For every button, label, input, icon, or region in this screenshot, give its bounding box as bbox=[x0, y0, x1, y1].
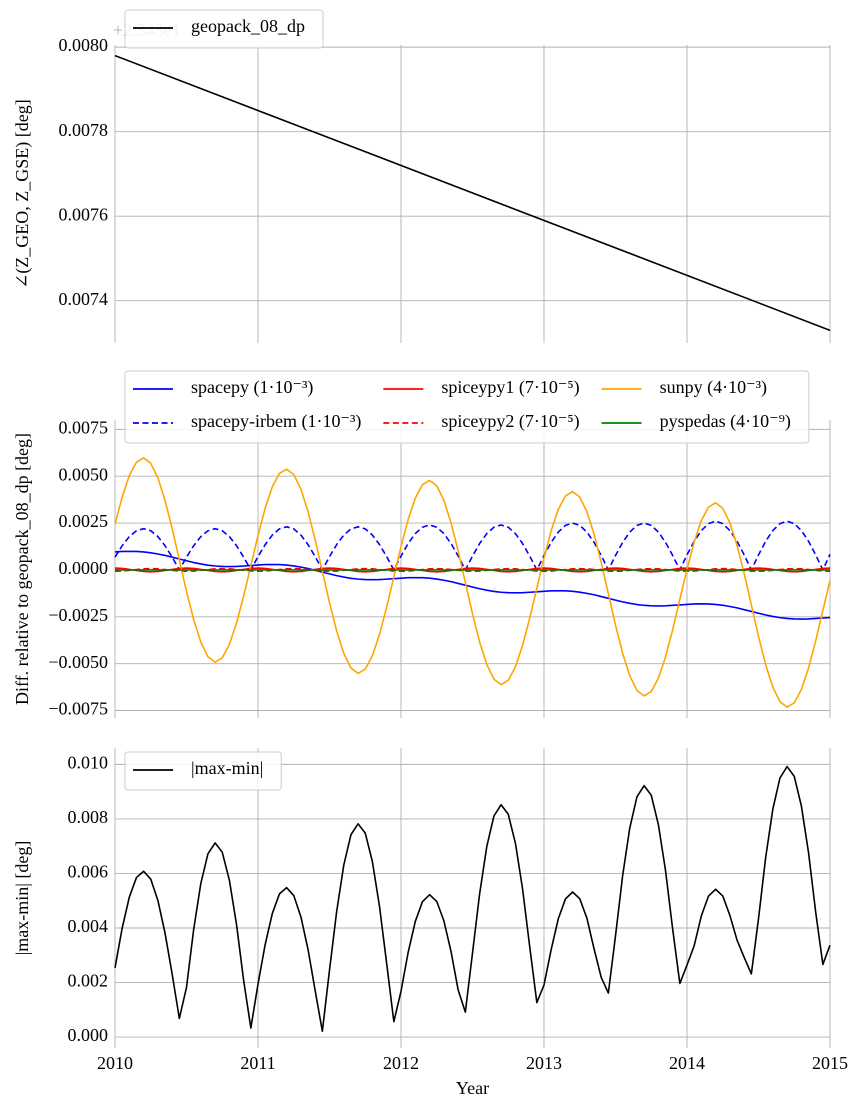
legend: geopack_08_dp bbox=[124, 9, 324, 49]
y-tick-label: 0.010 bbox=[68, 752, 109, 772]
legend-label: pyspedas (4·10⁻⁹) bbox=[660, 411, 791, 432]
legend-box bbox=[124, 751, 282, 791]
y-tick-label: −0.0075 bbox=[48, 699, 108, 719]
series-line bbox=[114, 520, 831, 571]
y-tick-label: 0.000 bbox=[68, 1025, 109, 1045]
y-axis-label: ∠(Z_GEO, Z_GSE) [deg] bbox=[12, 99, 33, 289]
legend: spacepy (1·10⁻³) spacepy-irbem (1·10⁻³) sp… bbox=[124, 370, 810, 444]
y-tick-label: 0.0075 bbox=[59, 417, 109, 437]
legend-label: spacepy-irbem (1·10⁻³) bbox=[191, 411, 361, 432]
legend-label: sunpy (4·10⁻³) bbox=[660, 377, 767, 398]
y-tick-label: −0.0050 bbox=[48, 652, 108, 672]
legend-label: |max-min| bbox=[191, 758, 263, 778]
panel: 2010 2011 2012 2013 2014 2015 0.000 0.002 0.004 0… bbox=[12, 748, 848, 1098]
legend-label: spiceypy2 (7·10⁻⁵) bbox=[441, 411, 579, 432]
x-tick-label: 2012 bbox=[383, 1053, 419, 1073]
x-tick-label: 2013 bbox=[526, 1053, 562, 1073]
y-axis-label: Diff. relative to geopack_08_dp [deg] bbox=[12, 433, 32, 705]
y-tick-label: 0.0080 bbox=[59, 35, 109, 55]
y-tick-label: 0.002 bbox=[68, 971, 109, 991]
y-tick-label: 0.008 bbox=[68, 807, 109, 827]
x-tick-label: 2011 bbox=[240, 1053, 275, 1073]
y-tick-label: 0.0074 bbox=[59, 289, 109, 309]
x-tick-label: 2010 bbox=[97, 1053, 133, 1073]
legend-box bbox=[124, 9, 324, 49]
series-line bbox=[114, 457, 831, 708]
series-line bbox=[114, 550, 831, 620]
y-tick-label: 0.0050 bbox=[59, 464, 109, 484]
x-tick-label: 2014 bbox=[669, 1053, 705, 1073]
panel: −0.0075 −0.0050 −0.0025 0.0000 0.0025 0.0050 0… bbox=[12, 417, 831, 719]
y-tick-label: −0.0025 bbox=[48, 605, 108, 625]
series-line bbox=[114, 567, 831, 573]
y-tick-label: 0.004 bbox=[68, 916, 109, 936]
legend: |max-min| bbox=[124, 751, 282, 791]
legend-label: spiceypy1 (7·10⁻⁵) bbox=[441, 377, 579, 398]
legend-label: geopack_08_dp bbox=[191, 16, 305, 36]
series-line bbox=[114, 765, 831, 1033]
series-line bbox=[114, 54, 831, 332]
y-tick-label: 0.006 bbox=[68, 862, 109, 882]
x-tick-label: 2015 bbox=[812, 1053, 848, 1073]
y-tick-label: 0.0078 bbox=[59, 120, 109, 140]
legend-label: spacepy (1·10⁻³) bbox=[191, 377, 313, 398]
panel: 0.0074 0.0076 0.0078 0.0080 ∠(Z_GEO, Z_GSE) … bbox=[12, 20, 831, 343]
y-axis-label: |max-min| [deg] bbox=[12, 841, 32, 956]
x-axis-label: Year bbox=[456, 1078, 489, 1098]
y-tick-label: 0.0000 bbox=[59, 558, 109, 578]
y-tick-label: 0.0025 bbox=[59, 511, 109, 531]
y-tick-label: 0.0076 bbox=[59, 204, 109, 224]
